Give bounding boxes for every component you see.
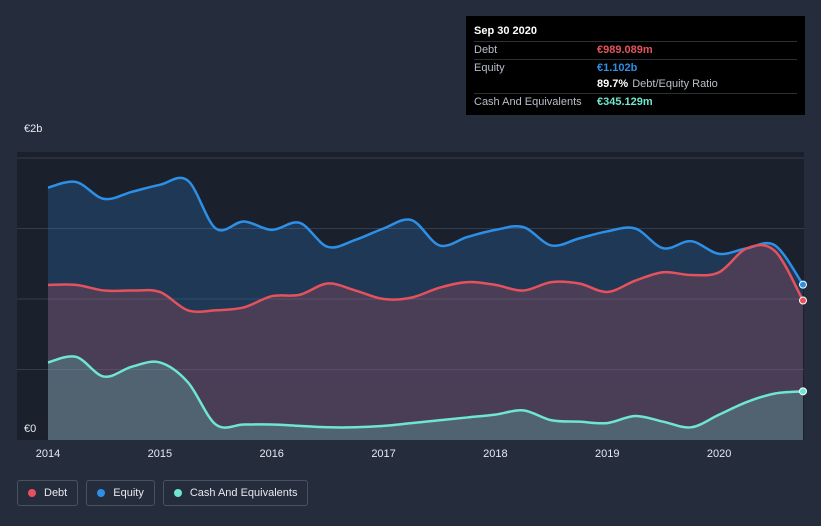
tooltip-debt-label: Debt (474, 44, 498, 56)
tooltip-ratio-spacer (474, 76, 597, 93)
legend-debt-dot (28, 489, 36, 497)
x-tick-label-2015: 2015 (148, 448, 172, 460)
tooltip-row-cash: Cash And Equivalents €345.129m (474, 92, 797, 111)
legend-item-equity[interactable]: Equity (86, 480, 155, 506)
tooltip-cash-label: Cash And Equivalents (474, 95, 582, 108)
equity-line (47, 176, 805, 286)
tooltip-panel: Sep 30 2020 Debt €989.089m Equity €1.102… (466, 16, 805, 115)
tooltip-ratio-value: 89.7% (597, 78, 629, 90)
tooltip-equity-value: €1.102b (597, 61, 638, 74)
tooltip-debt-value: €989.089m (597, 44, 653, 56)
legend-item-cash[interactable]: Cash And Equivalents (162, 480, 309, 506)
legend-cash-label: Cash And Equivalents (189, 487, 298, 499)
tooltip-cash-value: €345.129m (597, 95, 653, 108)
x-tick-label-2020: 2020 (707, 448, 731, 460)
chart-legend: Debt Equity Cash And Equivalents (17, 480, 309, 506)
debt-end-marker (799, 296, 807, 305)
y-tick-label-2b: €2b (24, 123, 42, 135)
legend-cash-dot (173, 489, 182, 497)
tooltip-date: Sep 30 2020 (474, 25, 537, 37)
plot-top-band (17, 141, 804, 152)
tooltip-row-ratio: 89.7% Debt/Equity Ratio (474, 76, 797, 93)
cash-and-equivalents-line (47, 355, 804, 429)
legend-equity-dot (97, 489, 106, 497)
x-tick-label-2017: 2017 (371, 448, 395, 460)
tooltip-equity-label: Equity (474, 61, 505, 74)
tooltip-ratio-label: Debt/Equity Ratio (632, 78, 718, 90)
debt-area (48, 245, 803, 440)
tooltip-row-debt: Debt €989.089m (474, 41, 797, 59)
legend-item-debt[interactable]: Debt (17, 480, 79, 506)
x-tick-label-2014: 2014 (36, 448, 60, 460)
x-tick-label-2016: 2016 (259, 448, 283, 460)
legend-equity-label: Equity (113, 487, 144, 499)
x-tick-label-2019: 2019 (595, 448, 619, 460)
legend-debt-label: Debt (44, 487, 68, 499)
equity-area (48, 177, 803, 441)
y-tick-label-0: €0 (24, 423, 36, 435)
debt-line (47, 243, 805, 313)
x-tick-label-2018: 2018 (483, 448, 507, 460)
cash-and-equivalents-area (48, 356, 803, 440)
equity-end-marker (799, 280, 807, 289)
tooltip-row-equity: Equity €1.102b (474, 58, 797, 77)
cash-and-equivalents-end-marker (799, 387, 807, 396)
